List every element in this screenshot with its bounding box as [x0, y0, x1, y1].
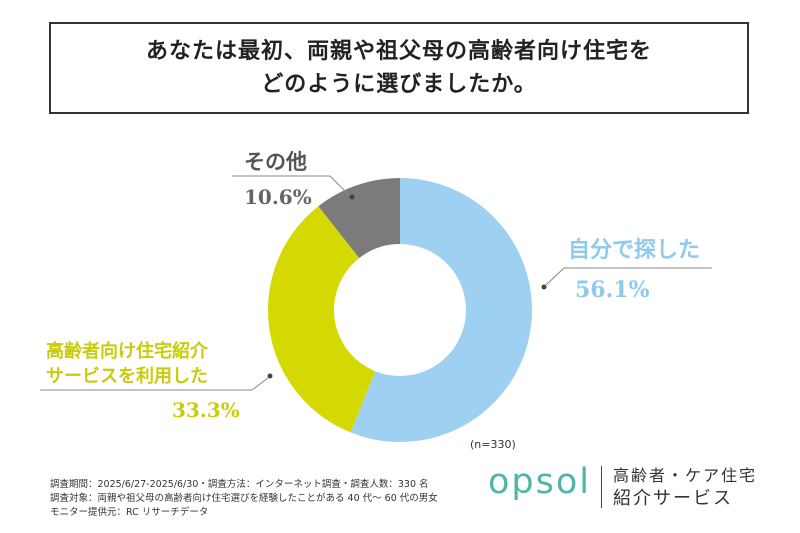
footer-survey-target: 調査対象：両親や祖父母の高齢者向け住宅選びを経験したことがある 40 代〜 60… [50, 493, 438, 504]
logo-wordmark: opsol [488, 462, 592, 502]
label-other: その他 [244, 149, 307, 174]
title-line-1: あなたは最初、両親や祖父母の高齢者向け住宅を [145, 38, 652, 64]
slice-other [318, 178, 400, 259]
label-service-line2: サービスを利用した [46, 366, 208, 387]
logo-divider [601, 466, 602, 508]
leader-other [329, 175, 351, 197]
leader-service [251, 377, 269, 391]
sample-size-note: (n=330) [470, 438, 516, 451]
logo-subtitle-1: 高齢者・ケア住宅 [613, 466, 758, 485]
slice-service [267, 206, 376, 433]
pct-self: 56.1% [575, 277, 650, 303]
dot-self [541, 284, 547, 290]
logo-subtitle-2: 紹介サービス [613, 488, 733, 509]
label-service-line1: 高齢者向け住宅紹介 [46, 341, 208, 362]
pct-service: 33.3% [172, 398, 240, 422]
slice-self-search [350, 178, 532, 442]
pct-other: 10.6% [244, 185, 312, 209]
label-self: 自分で探した [568, 237, 701, 263]
title-box: あなたは最初、両親や祖父母の高齢者向け住宅を どのように選びましたか。 [49, 22, 749, 114]
footer-survey-period: 調査期間：2025/6/27-2025/6/30・調査方法：インターネット調査・… [50, 479, 429, 490]
title-line-2: どのように選びましたか。 [261, 71, 537, 97]
footer-monitor-source: モニター提供元：RC リサーチデータ [50, 507, 209, 518]
dot-other [349, 194, 355, 200]
dot-service [267, 373, 273, 379]
leader-self [545, 267, 565, 286]
